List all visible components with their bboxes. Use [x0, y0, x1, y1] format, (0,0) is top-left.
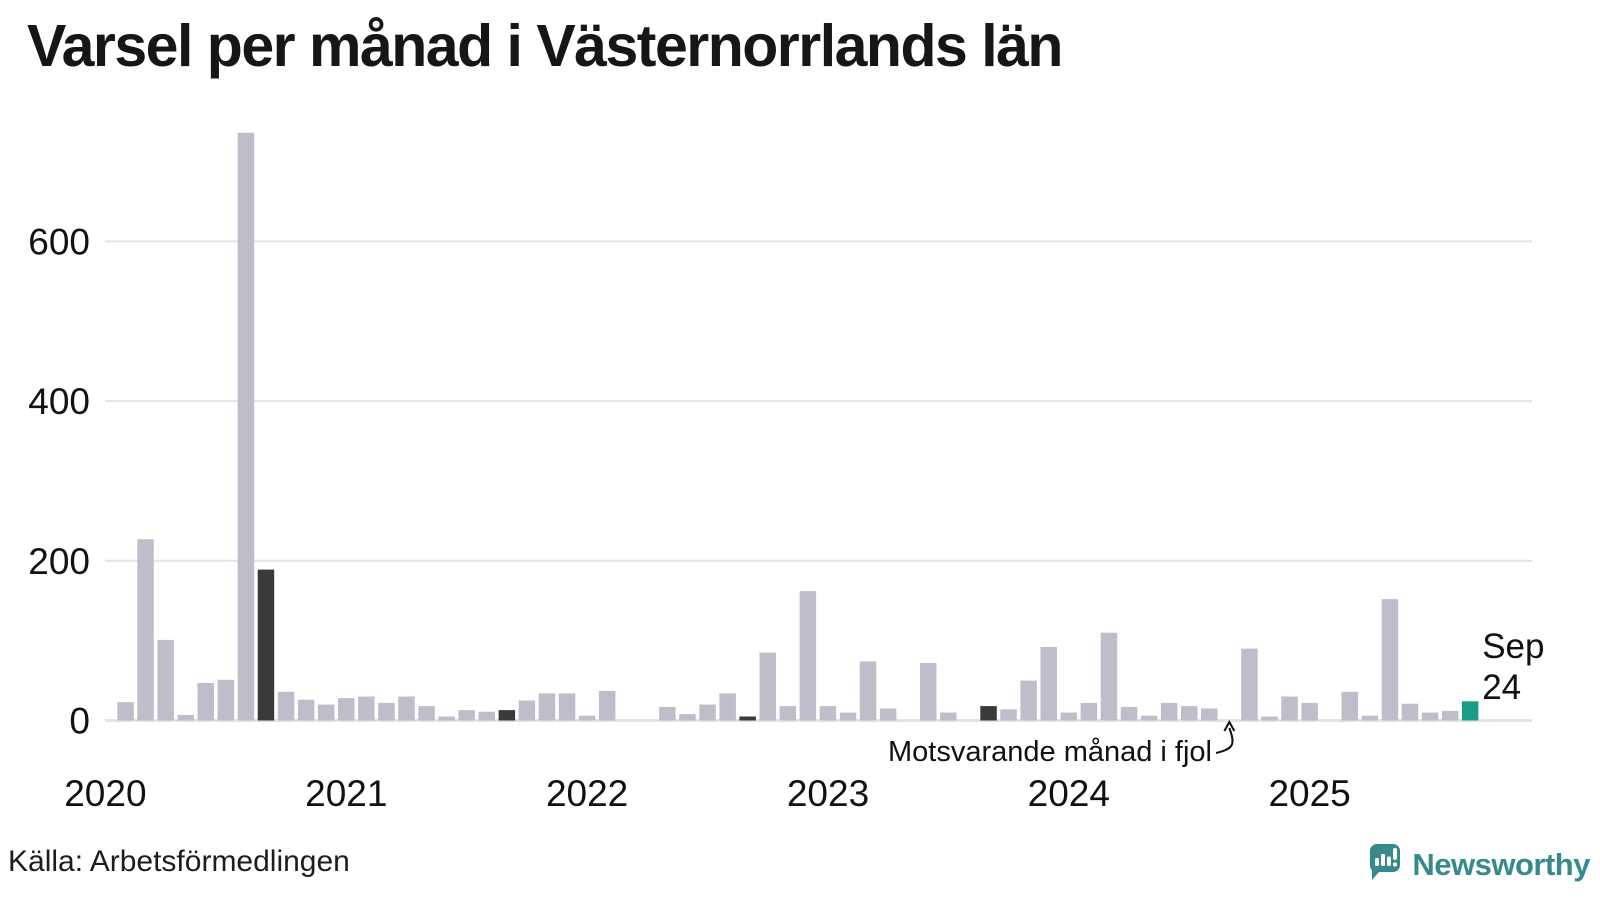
newsworthy-logo-icon [1367, 843, 1403, 886]
bar-aug-2021 [478, 711, 495, 721]
bar-jun-2024 [1160, 702, 1178, 721]
bar-apr-2024 [1120, 706, 1138, 721]
bar-apr-2021 [398, 696, 415, 721]
bar-sep-2022 [739, 716, 756, 721]
bar-jan-2024 [1060, 712, 1077, 721]
bar-aug-2025 [1441, 710, 1459, 721]
x-tick-label-2025: 2025 [1268, 773, 1350, 814]
bar-jun-2025 [1401, 703, 1419, 721]
bar-chart-svg: 0 200 400 600 2020 2021 2022 2023 2024 2025 Motsva… [28, 132, 1544, 814]
bar-feb-2023 [839, 712, 857, 721]
bar-jun-2023 [920, 663, 937, 721]
x-tick-label-2023: 2023 [787, 773, 869, 814]
bar-apr-2020 [157, 639, 174, 721]
bar-jan-2025 [1301, 702, 1318, 721]
y-tick-label-200: 200 [28, 541, 90, 582]
bar-nov-2020 [297, 699, 315, 721]
bar-mar-2025 [1341, 691, 1358, 721]
bar-sep-2021 [498, 710, 516, 721]
last-point-label-value: 24 [1482, 668, 1521, 707]
last-point-label-month: Sep [1482, 627, 1544, 666]
bar-nov-2022 [779, 706, 797, 721]
bar-jun-2021 [438, 716, 455, 721]
bar-okt-2020 [277, 691, 295, 721]
bar-sep-2020 [257, 569, 275, 721]
bar-maj-2024 [1140, 715, 1158, 721]
bar-mar-2023 [859, 661, 877, 721]
bar-okt-2021 [518, 700, 536, 721]
bar-jan-2022 [578, 715, 596, 721]
annotation-arrowhead [1223, 719, 1236, 732]
y-tick-label-400: 400 [28, 381, 90, 422]
bar-jul-2022 [699, 704, 716, 721]
y-tick-label-600: 600 [28, 221, 90, 262]
annotation-arrow [1215, 727, 1234, 754]
bar-maj-2025 [1381, 599, 1399, 721]
bar-dec-2021 [558, 693, 576, 721]
x-tick-label-2020: 2020 [64, 773, 146, 814]
bar-feb-2021 [358, 696, 375, 721]
bar-nov-2024 [1261, 716, 1278, 721]
x-tick-label-2022: 2022 [546, 773, 628, 814]
bar-dec-2024 [1281, 696, 1298, 721]
bar-maj-2022 [659, 706, 676, 721]
source-caption: Källa: Arbetsförmedlingen [8, 845, 350, 878]
bar-jul-2020 [217, 679, 235, 721]
bar-maj-2020 [177, 714, 194, 721]
bar-aug-2020 [237, 132, 255, 721]
bar-sep-2023 [980, 706, 997, 721]
newsworthy-logo-text: Newsworthy [1412, 846, 1590, 882]
bar-apr-2023 [879, 708, 897, 721]
newsworthy-logo: Newsworthy [1367, 843, 1590, 886]
bar-chart-area: 0 200 400 600 2020 2021 2022 2023 2024 2025 Motsva… [28, 132, 1544, 814]
bar-feb-2024 [1080, 702, 1098, 721]
bar-feb-2020 [117, 702, 134, 721]
bar-dec-2022 [799, 591, 817, 721]
bar-aug-2022 [719, 693, 736, 721]
bar-mar-2021 [378, 702, 395, 721]
bar-okt-2023 [1000, 709, 1017, 721]
bar-mar-2020 [137, 539, 154, 721]
bar-jun-2020 [197, 683, 214, 721]
x-tick-label-2021: 2021 [305, 773, 387, 814]
bar-jul-2024 [1181, 706, 1198, 721]
bar-apr-2025 [1361, 715, 1379, 721]
bar-jul-2025 [1421, 712, 1439, 721]
x-tick-label-2024: 2024 [1028, 773, 1110, 814]
bar-nov-2023 [1020, 680, 1037, 721]
bar-sep-2025 [1461, 701, 1479, 721]
bar-jun-2022 [679, 714, 696, 721]
bar-jan-2023 [819, 706, 837, 721]
bar-aug-2024 [1201, 708, 1218, 721]
annotation-same-month-label: Motsvarande månad i fjol [888, 736, 1212, 768]
bar-okt-2024 [1241, 648, 1258, 721]
bar-feb-2022 [598, 691, 616, 721]
chart-title: Varsel per månad i Västernorrlands län [27, 13, 1063, 79]
bar-maj-2021 [418, 706, 435, 721]
bar-dec-2020 [317, 704, 335, 721]
bar-okt-2022 [759, 652, 776, 721]
bar-dec-2023 [1040, 647, 1057, 721]
bar-jul-2023 [940, 712, 957, 721]
bar-mar-2024 [1100, 632, 1118, 721]
bar-jul-2021 [458, 710, 475, 721]
bar-nov-2021 [538, 693, 556, 721]
bar-jan-2021 [338, 698, 355, 721]
y-tick-label-0: 0 [69, 701, 90, 742]
